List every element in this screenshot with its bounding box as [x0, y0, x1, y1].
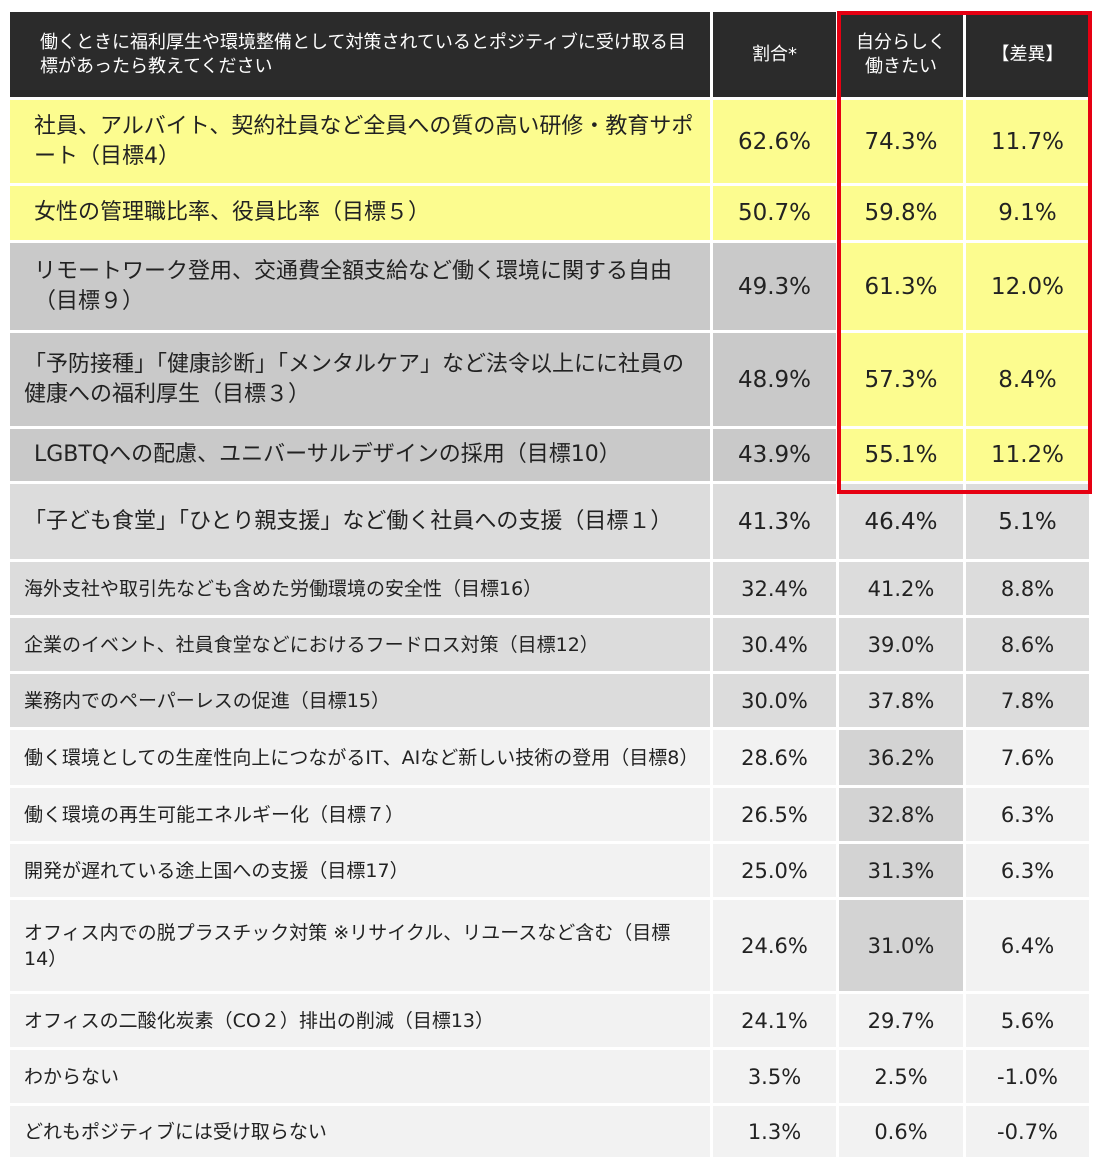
- table-row: オフィス内での脱プラスチック対策 ※リサイクル、リユースなど含む（目標14） 2…: [10, 900, 1092, 994]
- table-row: わからない 3.5% 2.5% -1.0%: [10, 1050, 1092, 1106]
- table-row: オフィスの二酸化炭素（CO２）排出の削減（目標13） 24.1% 29.7% 5…: [10, 994, 1092, 1050]
- self-cell: 36.2%: [839, 730, 966, 788]
- self-cell: 2.5%: [839, 1050, 966, 1106]
- share-cell: 30.4%: [713, 618, 839, 674]
- share-cell: 48.9%: [713, 333, 839, 429]
- diff-header: 【差異】: [966, 12, 1092, 100]
- share-cell: 32.4%: [713, 562, 839, 618]
- row-label: 社員、アルバイト、契約社員など全員への質の高い研修・教育サポート（目標4）: [10, 100, 713, 186]
- table-row: 働く環境としての生産性向上につながるIT、AIなど新しい技術の登用（目標8） 2…: [10, 730, 1092, 788]
- row-label: 企業のイベント、社員食堂などにおけるフードロス対策（目標12）: [10, 618, 713, 674]
- diff-cell: 6.3%: [966, 844, 1092, 900]
- question-header: 働くときに福利厚生や環境整備として対策されているとポジティブに受け取る目標があっ…: [10, 12, 713, 100]
- table-row: 企業のイベント、社員食堂などにおけるフードロス対策（目標12） 30.4% 39…: [10, 618, 1092, 674]
- table-row: 業務内でのペーパーレスの促進（目標15） 30.0% 37.8% 7.8%: [10, 674, 1092, 730]
- share-cell: 3.5%: [713, 1050, 839, 1106]
- row-label: オフィス内での脱プラスチック対策 ※リサイクル、リユースなど含む（目標14）: [10, 900, 713, 994]
- row-label: 海外支社や取引先なども含めた労働環境の安全性（目標16）: [10, 562, 713, 618]
- share-cell: 28.6%: [713, 730, 839, 788]
- self-cell: 39.0%: [839, 618, 966, 674]
- share-cell: 41.3%: [713, 484, 839, 562]
- diff-cell: 7.6%: [966, 730, 1092, 788]
- row-label: 業務内でのペーパーレスの促進（目標15）: [10, 674, 713, 730]
- share-header: 割合*: [713, 12, 839, 100]
- share-cell: 1.3%: [713, 1106, 839, 1160]
- self-cell: 31.0%: [839, 900, 966, 994]
- diff-cell: 11.7%: [966, 100, 1092, 186]
- self-cell: 59.8%: [839, 186, 966, 243]
- diff-cell: 5.1%: [966, 484, 1092, 562]
- self-cell: 31.3%: [839, 844, 966, 900]
- row-label: 女性の管理職比率、役員比率（目標５）: [10, 186, 713, 243]
- row-label: LGBTQへの配慮、ユニバーサルデザインの採用（目標10）: [10, 429, 713, 484]
- self-header: 自分らしく働きたい: [839, 12, 966, 100]
- share-cell: 49.3%: [713, 243, 839, 333]
- self-cell: 55.1%: [839, 429, 966, 484]
- diff-cell: 12.0%: [966, 243, 1092, 333]
- diff-cell: -1.0%: [966, 1050, 1092, 1106]
- table-row: 「予防接種」「健康診断」「メンタルケア」など法令以上にに社員の健康への福利厚生（…: [10, 333, 1092, 429]
- table-row: LGBTQへの配慮、ユニバーサルデザインの採用（目標10） 43.9% 55.1…: [10, 429, 1092, 484]
- row-label: 働く環境としての生産性向上につながるIT、AIなど新しい技術の登用（目標8）: [10, 730, 713, 788]
- diff-cell: 6.3%: [966, 788, 1092, 844]
- self-cell: 0.6%: [839, 1106, 966, 1160]
- row-label: オフィスの二酸化炭素（CO２）排出の削減（目標13）: [10, 994, 713, 1050]
- share-cell: 25.0%: [713, 844, 839, 900]
- self-cell: 74.3%: [839, 100, 966, 186]
- self-cell: 32.8%: [839, 788, 966, 844]
- share-cell: 26.5%: [713, 788, 839, 844]
- diff-cell: 5.6%: [966, 994, 1092, 1050]
- self-cell: 61.3%: [839, 243, 966, 333]
- table-row: 海外支社や取引先なども含めた労働環境の安全性（目標16） 32.4% 41.2%…: [10, 562, 1092, 618]
- table-row: リモートワーク登用、交通費全額支給など働く環境に関する自由（目標９） 49.3%…: [10, 243, 1092, 333]
- row-label: 働く環境の再生可能エネルギー化（目標７）: [10, 788, 713, 844]
- table-row: 働く環境の再生可能エネルギー化（目標７） 26.5% 32.8% 6.3%: [10, 788, 1092, 844]
- diff-cell: 7.8%: [966, 674, 1092, 730]
- self-cell: 29.7%: [839, 994, 966, 1050]
- header-row: 働くときに福利厚生や環境整備として対策されているとポジティブに受け取る目標があっ…: [10, 12, 1092, 100]
- table-row: どれもポジティブには受け取らない 1.3% 0.6% -0.7%: [10, 1106, 1092, 1160]
- diff-cell: -0.7%: [966, 1106, 1092, 1160]
- self-cell: 46.4%: [839, 484, 966, 562]
- self-cell: 41.2%: [839, 562, 966, 618]
- table-row: 開発が遅れている途上国への支援（目標17） 25.0% 31.3% 6.3%: [10, 844, 1092, 900]
- diff-cell: 11.2%: [966, 429, 1092, 484]
- share-cell: 62.6%: [713, 100, 839, 186]
- share-cell: 24.1%: [713, 994, 839, 1050]
- table-row: 「子ども食堂」「ひとり親支援」など働く社員への支援（目標１） 41.3% 46.…: [10, 484, 1092, 562]
- self-cell: 37.8%: [839, 674, 966, 730]
- diff-cell: 8.4%: [966, 333, 1092, 429]
- diff-cell: 9.1%: [966, 186, 1092, 243]
- table-row: 社員、アルバイト、契約社員など全員への質の高い研修・教育サポート（目標4） 62…: [10, 100, 1092, 186]
- row-label: わからない: [10, 1050, 713, 1106]
- survey-table: 働くときに福利厚生や環境整備として対策されているとポジティブに受け取る目標があっ…: [10, 12, 1092, 1160]
- diff-cell: 8.8%: [966, 562, 1092, 618]
- row-label: 「予防接種」「健康診断」「メンタルケア」など法令以上にに社員の健康への福利厚生（…: [10, 333, 713, 429]
- self-header-text: 自分らしく働きたい: [856, 31, 946, 77]
- self-cell: 57.3%: [839, 333, 966, 429]
- share-cell: 30.0%: [713, 674, 839, 730]
- table-row: 女性の管理職比率、役員比率（目標５） 50.7% 59.8% 9.1%: [10, 186, 1092, 243]
- diff-cell: 6.4%: [966, 900, 1092, 994]
- row-label: 開発が遅れている途上国への支援（目標17）: [10, 844, 713, 900]
- row-label: リモートワーク登用、交通費全額支給など働く環境に関する自由（目標９）: [10, 243, 713, 333]
- share-cell: 43.9%: [713, 429, 839, 484]
- share-cell: 50.7%: [713, 186, 839, 243]
- row-label: どれもポジティブには受け取らない: [10, 1106, 713, 1160]
- row-label: 「子ども食堂」「ひとり親支援」など働く社員への支援（目標１）: [10, 484, 713, 562]
- diff-cell: 8.6%: [966, 618, 1092, 674]
- share-cell: 24.6%: [713, 900, 839, 994]
